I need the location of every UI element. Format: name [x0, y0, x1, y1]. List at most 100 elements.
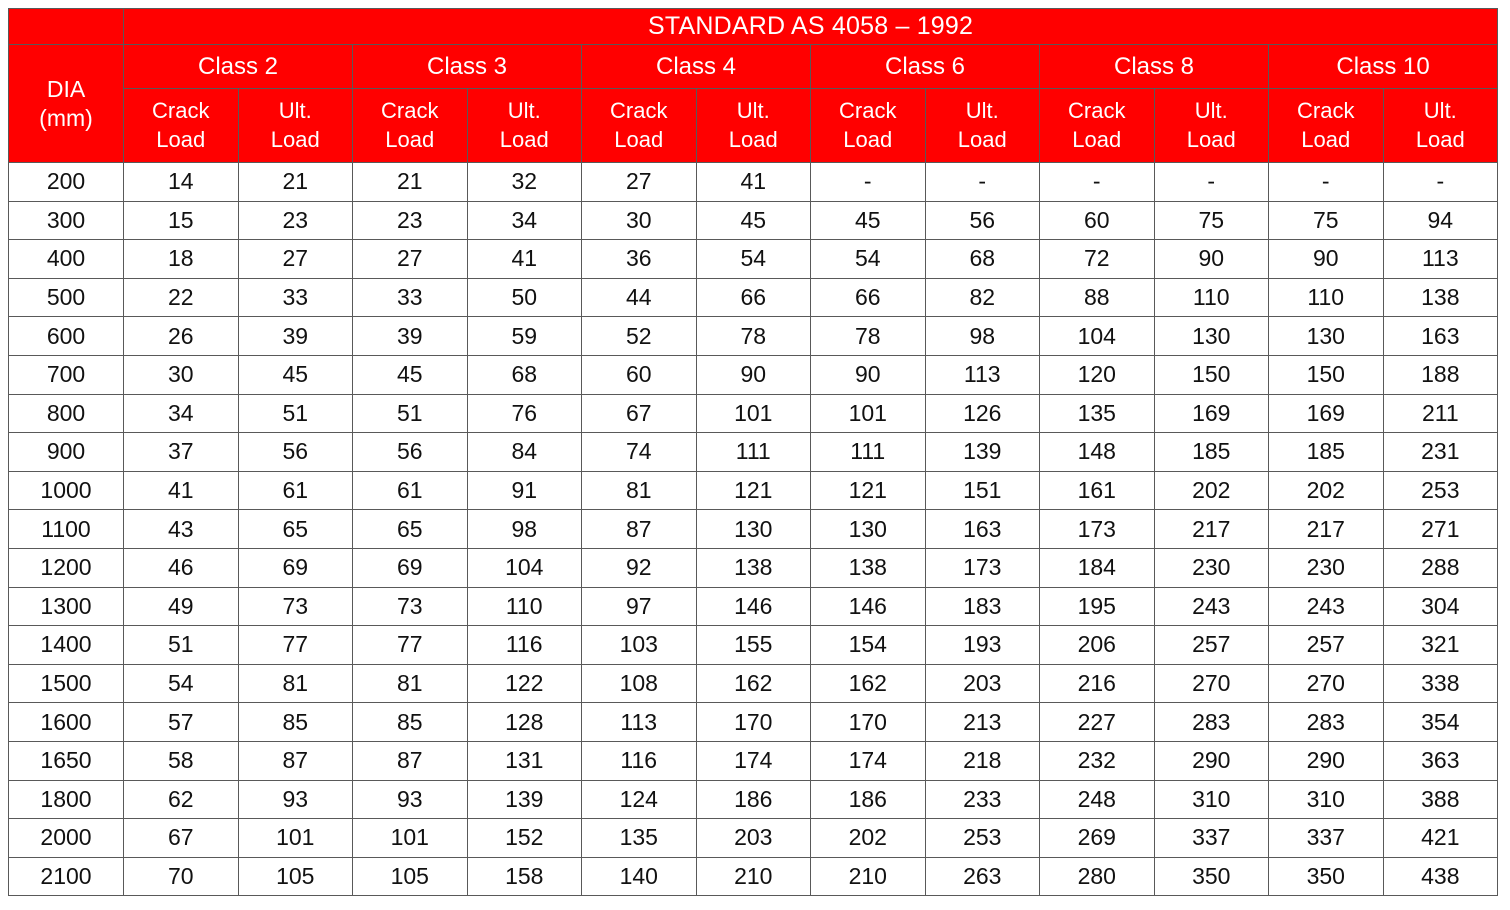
class-header-10: Class 10: [1267, 44, 1499, 89]
cell-class-8-crack-load: 120: [1039, 354, 1155, 395]
cell-class-6-ult-load: 253: [924, 818, 1040, 858]
cell-class-10-crack-load: 257: [1268, 625, 1384, 665]
cell-class-3-ult-load: 84: [466, 432, 582, 472]
cell-class-6-ult-load: 263: [924, 856, 1040, 897]
cell-class-2-crack-load: 15: [123, 200, 239, 241]
cell-class-6-ult-load: 173: [924, 547, 1040, 588]
cell-class-2-ult-load: 93: [237, 779, 353, 820]
cell-class-6-crack-load: 162: [810, 663, 926, 704]
cell-dia: 1000: [8, 470, 124, 511]
cell-class-2-crack-load: 26: [123, 316, 239, 356]
cell-class-4-crack-load: 140: [581, 856, 697, 897]
cell-class-4-ult-load: 41: [695, 162, 811, 202]
cell-class-2-crack-load: 70: [123, 856, 239, 897]
cell-class-4-crack-load: 124: [581, 779, 697, 820]
subheader-line2: Load: [614, 126, 664, 152]
subheader-class4-ult: Ult. Load: [695, 88, 811, 163]
cell-class-10-crack-load: 270: [1268, 663, 1384, 704]
cell-class-8-crack-load: 216: [1039, 663, 1155, 704]
cell-class-4-ult-load: 174: [695, 740, 811, 781]
cell-class-10-crack-load: 90: [1268, 239, 1384, 279]
subheader-class8-ult: Ult. Load: [1153, 88, 1269, 163]
subheader-line2: Load: [728, 126, 778, 152]
cell-class-10-ult-load: 388: [1382, 779, 1499, 820]
cell-class-4-ult-load: 210: [695, 856, 811, 897]
subheader-line1: Ult.: [278, 98, 312, 124]
cell-class-6-ult-load: 82: [924, 277, 1040, 318]
subheader-line1: Ult.: [1423, 98, 1457, 124]
cell-class-8-crack-load: 135: [1039, 393, 1155, 434]
cell-class-10-crack-load: -: [1268, 162, 1384, 202]
cell-class-6-crack-load: 138: [810, 547, 926, 588]
cell-class-3-ult-load: 158: [466, 856, 582, 897]
cell-class-10-crack-load: 75: [1268, 200, 1384, 241]
cell-class-2-ult-load: 39: [237, 316, 353, 356]
table-row: 900 37 56 56 84 74 111 111 139 148 185 185 231: [8, 432, 1499, 472]
cell-class-4-crack-load: 36: [581, 239, 697, 279]
subheader-line1: Ult.: [1194, 98, 1228, 124]
cell-class-4-crack-load: 135: [581, 818, 697, 858]
cell-class-3-ult-load: 152: [466, 818, 582, 858]
cell-dia: 700: [8, 354, 124, 395]
cell-class-6-ult-load: 139: [924, 432, 1040, 472]
cell-class-10-ult-load: 271: [1382, 509, 1499, 549]
cell-class-4-ult-load: 162: [695, 663, 811, 704]
cell-class-10-crack-load: 185: [1268, 432, 1384, 472]
cell-class-3-crack-load: 56: [352, 432, 468, 472]
cell-class-2-crack-load: 54: [123, 663, 239, 704]
table-row: 1800 62 93 93 139 124 186 186 233 248 310 310 388: [8, 779, 1499, 820]
cell-class-10-ult-load: 163: [1382, 316, 1499, 356]
cell-class-10-ult-load: 321: [1382, 625, 1499, 665]
cell-class-3-ult-load: 104: [466, 547, 582, 588]
cell-class-8-ult-load: 150: [1153, 354, 1269, 395]
cell-class-10-crack-load: 150: [1268, 354, 1384, 395]
cell-class-2-crack-load: 22: [123, 277, 239, 318]
cell-class-3-ult-load: 122: [466, 663, 582, 704]
cell-class-10-crack-load: 230: [1268, 547, 1384, 588]
cell-class-8-crack-load: 148: [1039, 432, 1155, 472]
cell-class-2-ult-load: 27: [237, 239, 353, 279]
cell-class-2-ult-load: 65: [237, 509, 353, 549]
cell-class-6-ult-load: 113: [924, 354, 1040, 395]
cell-dia: 1400: [8, 625, 124, 665]
table-row: 2100 70 105 105 158 140 210 210 263 280 350 350 438: [8, 856, 1499, 897]
cell-class-2-ult-load: 85: [237, 702, 353, 742]
cell-class-10-ult-load: 188: [1382, 354, 1499, 395]
class-header-3: Class 3: [352, 44, 582, 89]
cell-class-3-ult-load: 116: [466, 625, 582, 665]
subheader-line2: Load: [1186, 126, 1236, 152]
cell-class-2-ult-load: 87: [237, 740, 353, 781]
cell-class-4-ult-load: 90: [695, 354, 811, 395]
cell-class-4-crack-load: 113: [581, 702, 697, 742]
cell-class-8-crack-load: 72: [1039, 239, 1155, 279]
cell-class-4-crack-load: 87: [581, 509, 697, 549]
cell-class-6-crack-load: 202: [810, 818, 926, 858]
cell-dia: 2100: [8, 856, 124, 897]
cell-class-10-ult-load: 363: [1382, 740, 1499, 781]
cell-dia: 1650: [8, 740, 124, 781]
cell-class-4-ult-load: 155: [695, 625, 811, 665]
subheader-line1: Ult.: [736, 98, 770, 124]
cell-class-4-crack-load: 81: [581, 470, 697, 511]
cell-class-8-crack-load: 269: [1039, 818, 1155, 858]
cell-class-4-crack-load: 97: [581, 586, 697, 627]
cell-class-10-ult-load: 288: [1382, 547, 1499, 588]
table-row: 500 22 33 33 50 44 66 66 82 88 110 110 138: [8, 277, 1499, 318]
cell-class-3-crack-load: 27: [352, 239, 468, 279]
cell-class-8-crack-load: 161: [1039, 470, 1155, 511]
cell-class-3-crack-load: 45: [352, 354, 468, 395]
cell-class-8-ult-load: 283: [1153, 702, 1269, 742]
cell-class-8-ult-load: 230: [1153, 547, 1269, 588]
cell-class-10-ult-load: 421: [1382, 818, 1499, 858]
cell-class-3-crack-load: 65: [352, 509, 468, 549]
cell-class-6-crack-load: 54: [810, 239, 926, 279]
cell-class-8-ult-load: 310: [1153, 779, 1269, 820]
cell-class-2-ult-load: 21: [237, 162, 353, 202]
cell-class-3-crack-load: 61: [352, 470, 468, 511]
cell-class-10-crack-load: 283: [1268, 702, 1384, 742]
cell-class-4-crack-load: 92: [581, 547, 697, 588]
cell-class-6-crack-load: 78: [810, 316, 926, 356]
load-specification-table: STANDARD AS 4058 – 1992 DIA (mm) Class 2…: [8, 8, 1499, 897]
cell-class-2-crack-load: 46: [123, 547, 239, 588]
cell-class-6-ult-load: 193: [924, 625, 1040, 665]
